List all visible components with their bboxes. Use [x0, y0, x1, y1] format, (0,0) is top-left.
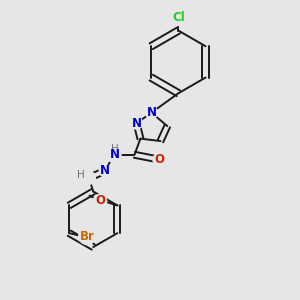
Text: H: H: [77, 170, 85, 180]
Circle shape: [146, 107, 158, 118]
Circle shape: [99, 165, 111, 177]
Circle shape: [106, 147, 121, 162]
Text: Br: Br: [80, 230, 94, 243]
Circle shape: [130, 117, 142, 129]
Text: N: N: [110, 148, 119, 161]
Circle shape: [93, 194, 106, 208]
Text: H: H: [111, 144, 118, 154]
Text: O: O: [95, 194, 105, 207]
Text: N: N: [132, 117, 142, 130]
Text: N: N: [146, 106, 157, 119]
Circle shape: [170, 9, 187, 26]
Circle shape: [153, 154, 165, 166]
Circle shape: [79, 228, 95, 244]
Text: Cl: Cl: [172, 11, 185, 24]
Circle shape: [82, 171, 95, 184]
Text: N: N: [100, 164, 110, 177]
Text: O: O: [154, 153, 164, 166]
